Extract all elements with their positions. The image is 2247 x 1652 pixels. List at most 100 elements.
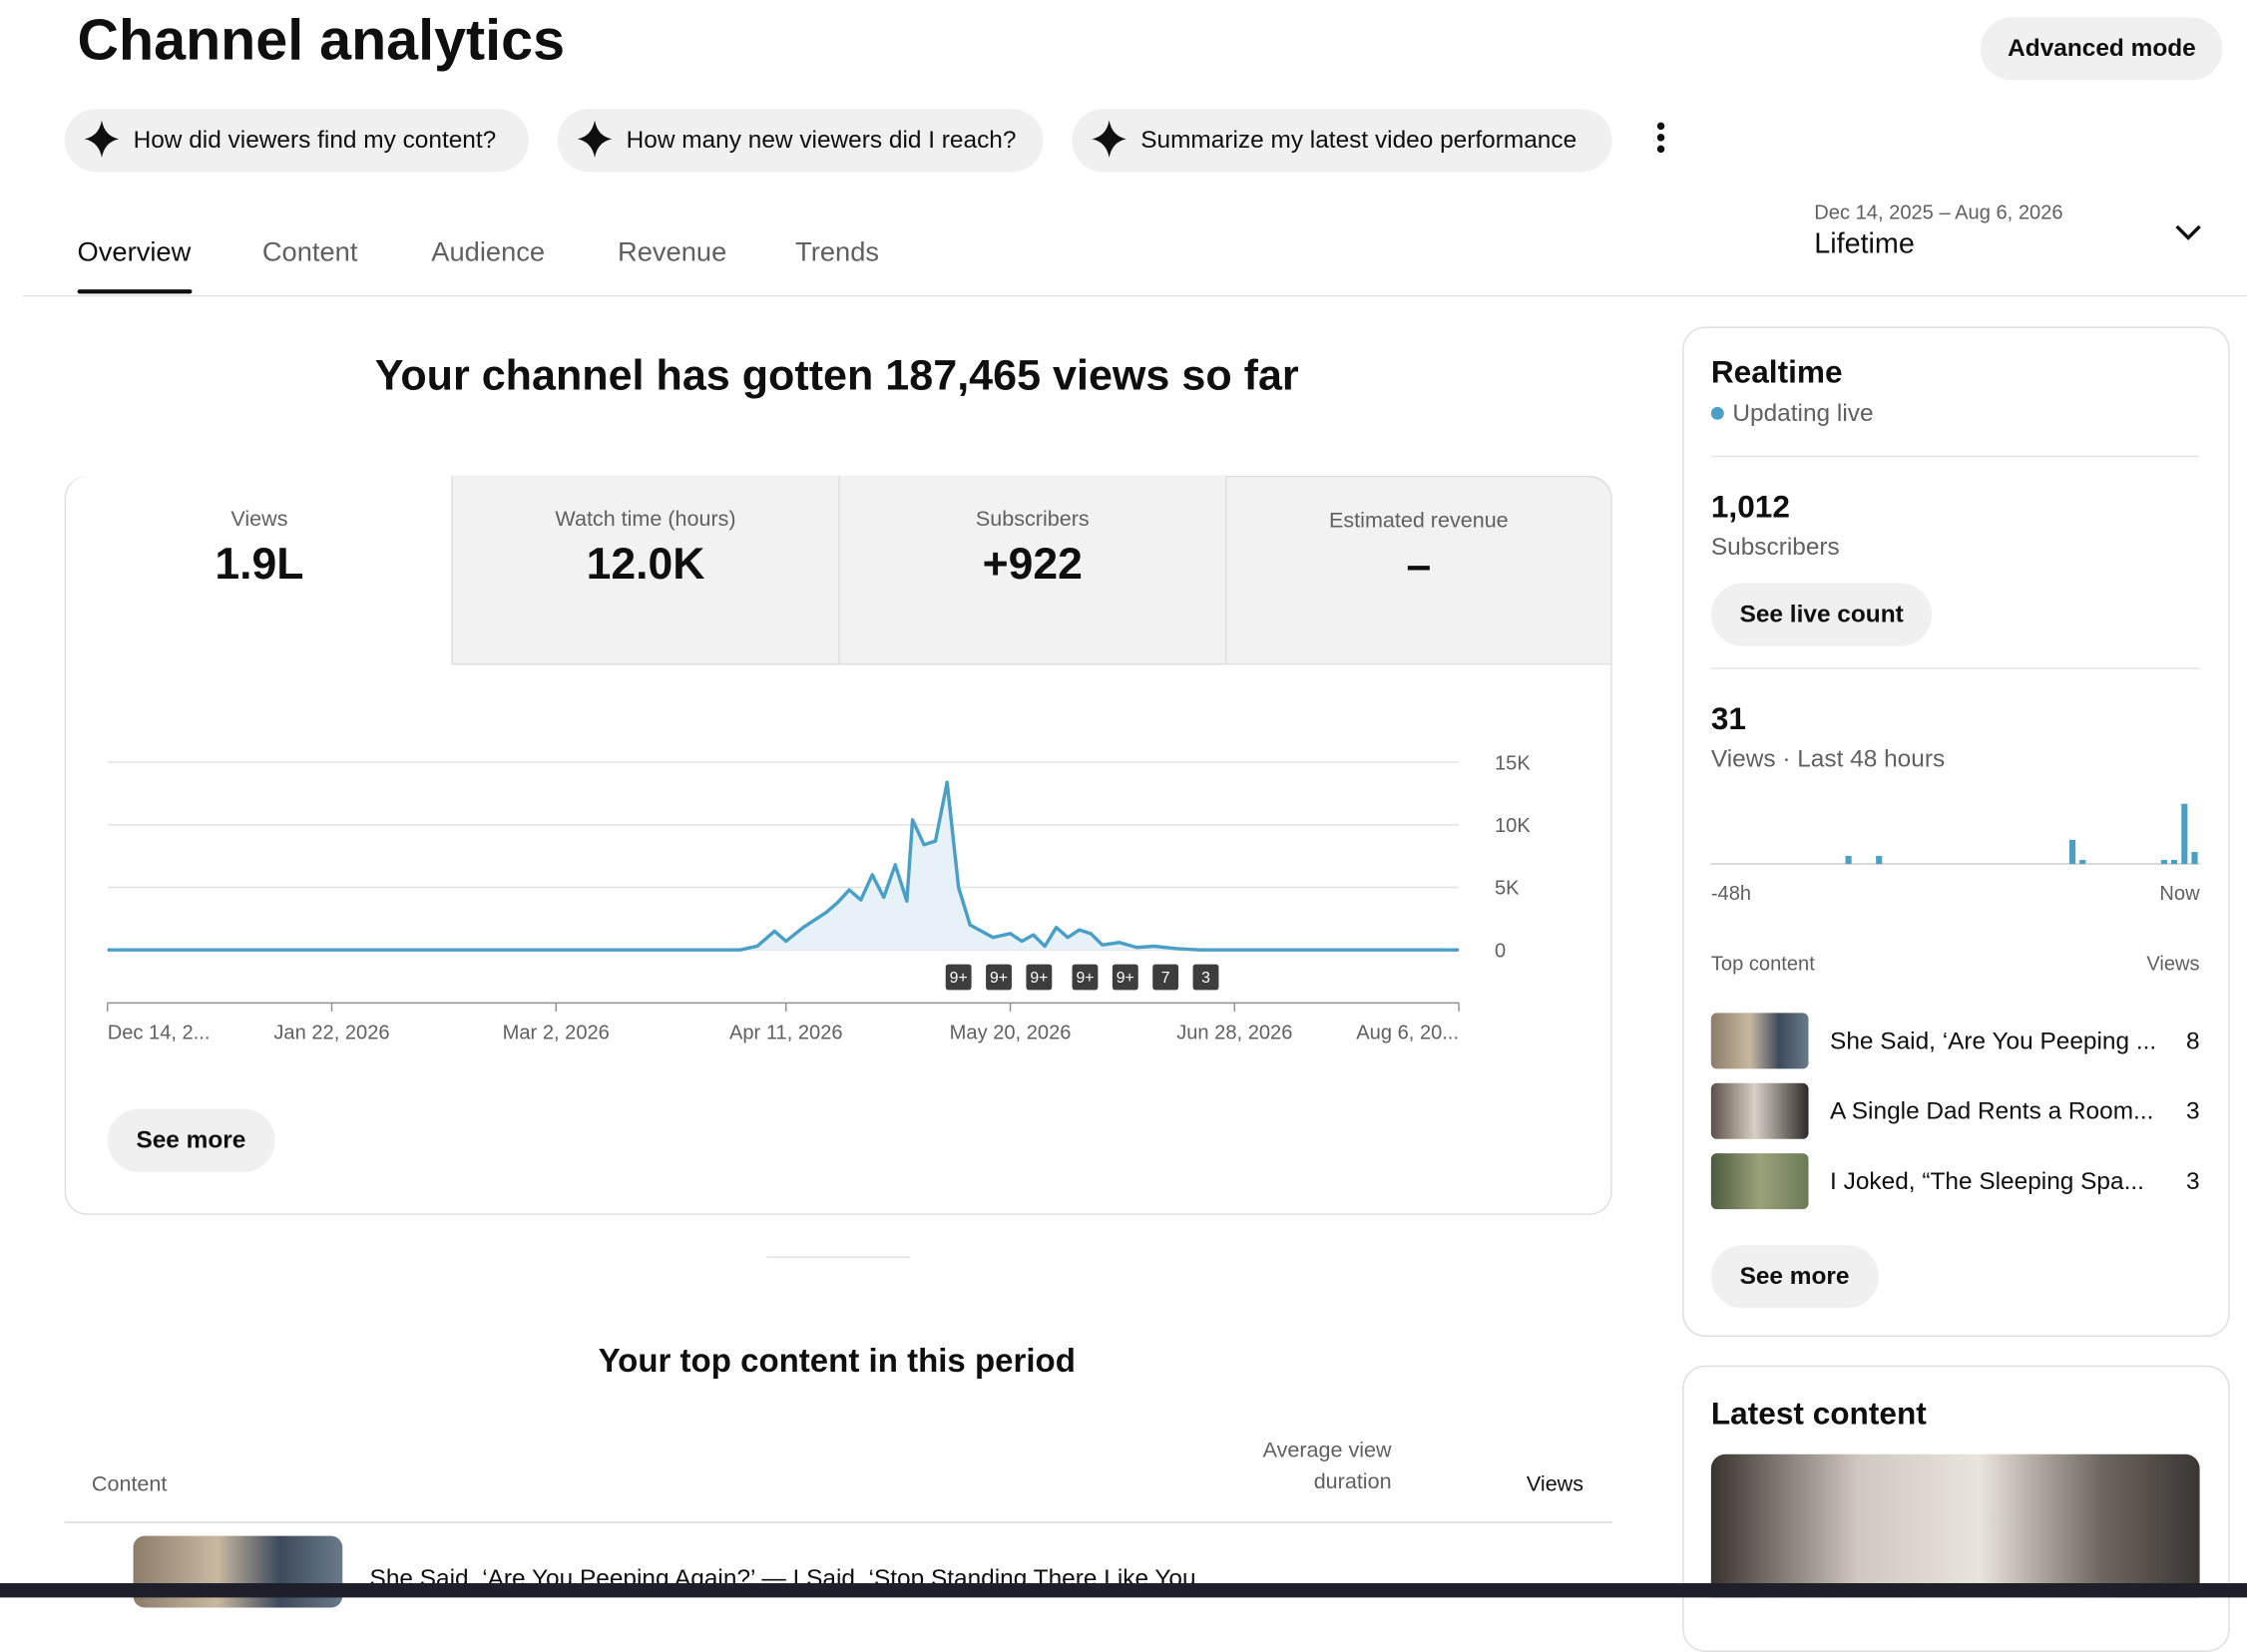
- metric-value: –: [1406, 540, 1432, 591]
- headline: Your channel has gotten 187,465 views so…: [374, 352, 1299, 400]
- y-tick-label: 0: [1495, 940, 1506, 962]
- table-divider: [64, 1521, 1612, 1523]
- annotation-label: 9+: [1117, 970, 1134, 987]
- see-more-button[interactable]: See more: [107, 1108, 275, 1172]
- annotation-label: 9+: [1076, 970, 1094, 987]
- x-tick-label: Mar 2, 2026: [503, 1022, 610, 1043]
- realtime-bar: [2181, 803, 2188, 865]
- annotation-box: [1192, 964, 1219, 991]
- icons: [84, 120, 2201, 240]
- axis-end: Now: [2159, 881, 2200, 905]
- metric-tab[interactable]: Views 1.9L: [66, 475, 453, 665]
- date-period[interactable]: Lifetime: [1814, 228, 1915, 260]
- realtime-bar: [2191, 851, 2198, 865]
- divider: [22, 294, 2247, 297]
- annotation-box: [1072, 964, 1099, 991]
- live-count-button[interactable]: See live count: [1710, 583, 1933, 646]
- suggestion-chip[interactable]: How did viewers find my content?: [64, 109, 529, 173]
- column-header: Content: [91, 1471, 168, 1497]
- annotation-label: 9+: [950, 970, 968, 987]
- realtime-bar: [1876, 855, 1883, 865]
- realtime-card: [1682, 326, 2230, 1337]
- tab[interactable]: Trends: [795, 237, 880, 268]
- x-tick-label: Jun 28, 2026: [1176, 1022, 1292, 1043]
- column-header: Average view duration: [1262, 1438, 1392, 1494]
- x-tick-label: Aug 6, 20...: [1356, 1022, 1459, 1043]
- annotation-label: 7: [1161, 970, 1170, 987]
- thumbnail[interactable]: [1710, 1153, 1809, 1210]
- sparkle-icons: [84, 120, 1126, 158]
- thumbnail[interactable]: [1710, 1013, 1809, 1069]
- area: [107, 782, 1460, 951]
- annotation-label: 9+: [990, 970, 1008, 987]
- y-tick-label: 5K: [1495, 878, 1520, 900]
- divider: [1710, 455, 2200, 458]
- latest-title: Latest content: [1710, 1395, 1927, 1432]
- views-column: Views: [2146, 951, 2200, 975]
- chevron[interactable]: [2175, 224, 2201, 240]
- live-dot: [1710, 406, 1724, 420]
- advanced-mode-button[interactable]: Advanced mode: [1980, 17, 2224, 81]
- metric-label: Watch time (hours): [555, 507, 736, 532]
- content-views: 3: [2185, 1167, 2200, 1195]
- analytics-page: Channel analytics Advanced mode How did …: [0, 9, 2247, 1652]
- realtime-bar: [2068, 839, 2076, 865]
- top-content-label: Top content: [1710, 951, 1815, 975]
- suggestion-chip[interactable]: Summarize my latest video performance: [1072, 109, 1612, 173]
- column-header: Views: [1526, 1471, 1584, 1497]
- content-title[interactable]: She Said, ‘Are You Peeping ...: [1830, 1027, 2157, 1055]
- y-tick-label: 10K: [1495, 815, 1531, 837]
- content-views: 8: [2185, 1027, 2200, 1055]
- realtime-bar: [2160, 860, 2167, 865]
- suggestion-chip[interactable]: How many new viewers did I reach?: [557, 109, 1044, 173]
- metric-value: 12.0K: [586, 539, 705, 590]
- metric-label: Views: [230, 507, 288, 532]
- metric-tab[interactable]: Subscribers +922: [838, 475, 1225, 665]
- realtime-title: Realtime: [1710, 353, 1843, 390]
- views-chart: 0 5K 10K 15K Dec 14, 2... Jan 22, 2026 Mar 2, …: [106, 752, 2200, 1043]
- metric-value: 1.9L: [215, 539, 304, 590]
- separator: [766, 1256, 910, 1259]
- x-tick-label: May 20, 2026: [950, 1022, 1072, 1043]
- tab-underline: [77, 289, 193, 294]
- content-views: 3: [2185, 1097, 2200, 1125]
- metric-label: Estimated revenue: [1329, 508, 1509, 534]
- x-tick-label: Dec 14, 2...: [108, 1022, 211, 1043]
- divider: [1710, 667, 2200, 669]
- thumbnail[interactable]: [1710, 1082, 1809, 1139]
- date-range[interactable]: Dec 14, 2025 – Aug 6, 2026: [1814, 201, 2063, 224]
- content-title[interactable]: A Single Dad Rents a Room...: [1830, 1097, 2154, 1125]
- views-label: Views · Last 48 hours: [1710, 744, 1946, 773]
- see-more-button[interactable]: See more: [1710, 1245, 1879, 1309]
- tab[interactable]: Content: [261, 237, 358, 268]
- metric-tab[interactable]: Watch time (hours) 12.0K: [451, 475, 839, 665]
- views-count: 31: [1710, 700, 1747, 737]
- tab[interactable]: Revenue: [618, 237, 727, 268]
- realtime-bar: [2171, 860, 2178, 865]
- metric-value: +922: [982, 539, 1083, 590]
- subscriber-count: 1,012: [1710, 488, 1790, 525]
- annotation-label: 9+: [1030, 970, 1048, 987]
- x-tick-label: Apr 11, 2026: [729, 1022, 843, 1043]
- annotation-box: [1152, 964, 1179, 991]
- y-tick-label: 15K: [1495, 752, 1531, 774]
- metric-tab[interactable]: Estimated revenue –: [1224, 475, 1611, 665]
- tab[interactable]: Audience: [431, 237, 546, 268]
- line: [107, 780, 1460, 952]
- section-title: Your top content in this period: [598, 1342, 1076, 1380]
- taskbar-edge: [0, 1583, 2247, 1598]
- content-title[interactable]: I Joked, “The Sleeping Spa...: [1830, 1167, 2144, 1195]
- more-menu[interactable]: [1656, 122, 1665, 154]
- tab-active[interactable]: Overview: [77, 237, 192, 268]
- metric-label: Subscribers: [975, 507, 1090, 532]
- annotation-box: [1112, 964, 1138, 991]
- annotation-box: [986, 964, 1012, 991]
- realtime-bar: [1845, 855, 1852, 865]
- annotation-label: 3: [1201, 970, 1210, 987]
- realtime-bar: [2079, 860, 2086, 865]
- live-status: Updating live: [1732, 399, 1874, 427]
- latest-thumbnail[interactable]: [1710, 1453, 2200, 1598]
- annotation-box: [945, 964, 972, 991]
- annotation-box: [1026, 964, 1053, 991]
- page-title: Channel analytics: [77, 9, 566, 73]
